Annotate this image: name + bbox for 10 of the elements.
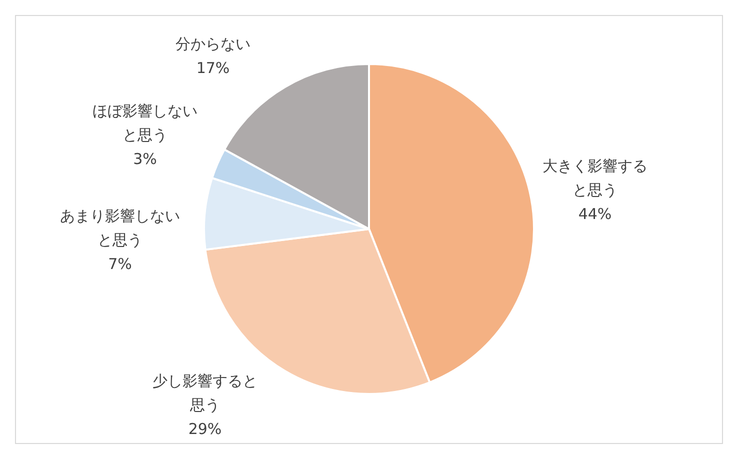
slice-label: ほぼ影響しないと思う — [92, 101, 198, 146]
data-label: 3% — [132, 149, 158, 170]
slice-label: あまり影響しないと思う — [59, 206, 181, 251]
data-label: 7% — [107, 254, 133, 275]
slice-label: 分からない — [174, 34, 252, 55]
slice-label: 少し影響すると思う — [152, 371, 258, 416]
slice-label: 大きく影響すると思う — [542, 156, 648, 201]
data-label: 17% — [195, 58, 231, 79]
data-label: 44% — [577, 204, 613, 225]
data-label: 29% — [187, 419, 223, 440]
